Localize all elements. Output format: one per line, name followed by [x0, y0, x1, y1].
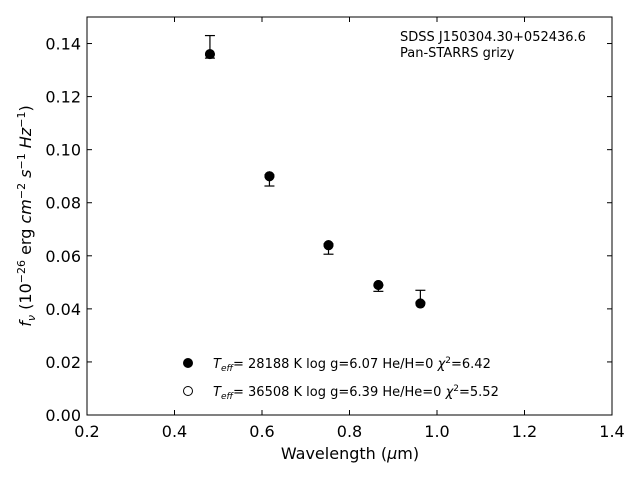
legend: Teff= 28188 K log g=6.07 He/H=0 χ2=6.42 … [183, 356, 499, 402]
annotation-line1: SDSS J150304.30+052436.6 [400, 30, 586, 45]
y-tick-label: 0.10 [45, 141, 81, 160]
x-tick-label: 0.4 [162, 422, 187, 441]
model-point-filled [323, 240, 334, 251]
legend-entry-1: Teff= 28188 K log g=6.07 He/H=0 χ2=6.42 [213, 356, 491, 374]
x-tick-label: 1.4 [599, 422, 624, 441]
y-tick-label: 0.06 [45, 247, 81, 266]
y-tick-label: 0.08 [45, 194, 81, 213]
y-tick-label: 0.14 [45, 35, 81, 54]
x-tick-label: 1.2 [512, 422, 537, 441]
y-axis: 0.00 0.02 0.04 0.06 0.08 0.10 0.12 0.14 [45, 35, 612, 425]
x-axis-label: Wavelength (μm) [281, 444, 419, 463]
y-tick-label: 0.12 [45, 88, 81, 107]
annotation-line2: Pan-STARRS grizy [400, 46, 515, 61]
plot-area [86, 16, 613, 416]
legend-entry-2: Teff= 36508 K log g=6.39 He/He=0 χ2=5.52 [213, 384, 499, 402]
y-tick-label: 0.00 [45, 406, 81, 425]
model-point-filled [264, 171, 275, 182]
model-point-filled [373, 279, 384, 290]
axes-frame [86, 16, 613, 416]
model-point-filled [204, 49, 215, 60]
x-tick-label: 0.8 [337, 422, 362, 441]
y-axis-label: fν (10−26 erg cm−2 s−1 Hz−1) [15, 105, 38, 326]
legend-marker-open [183, 386, 193, 396]
x-tick-label: 0.2 [74, 422, 99, 441]
y-tick-label: 0.02 [45, 353, 81, 372]
x-tick-label: 0.6 [249, 422, 274, 441]
x-tick-label: 1.0 [424, 422, 449, 441]
observed-errorbars [204, 34, 426, 303]
legend-marker-filled [183, 358, 193, 368]
model-markers [204, 49, 426, 309]
model-point-filled [415, 298, 426, 309]
x-axis: 0.2 0.4 0.6 0.8 1.0 1.2 1.4 [74, 17, 625, 441]
y-tick-label: 0.04 [45, 300, 81, 319]
